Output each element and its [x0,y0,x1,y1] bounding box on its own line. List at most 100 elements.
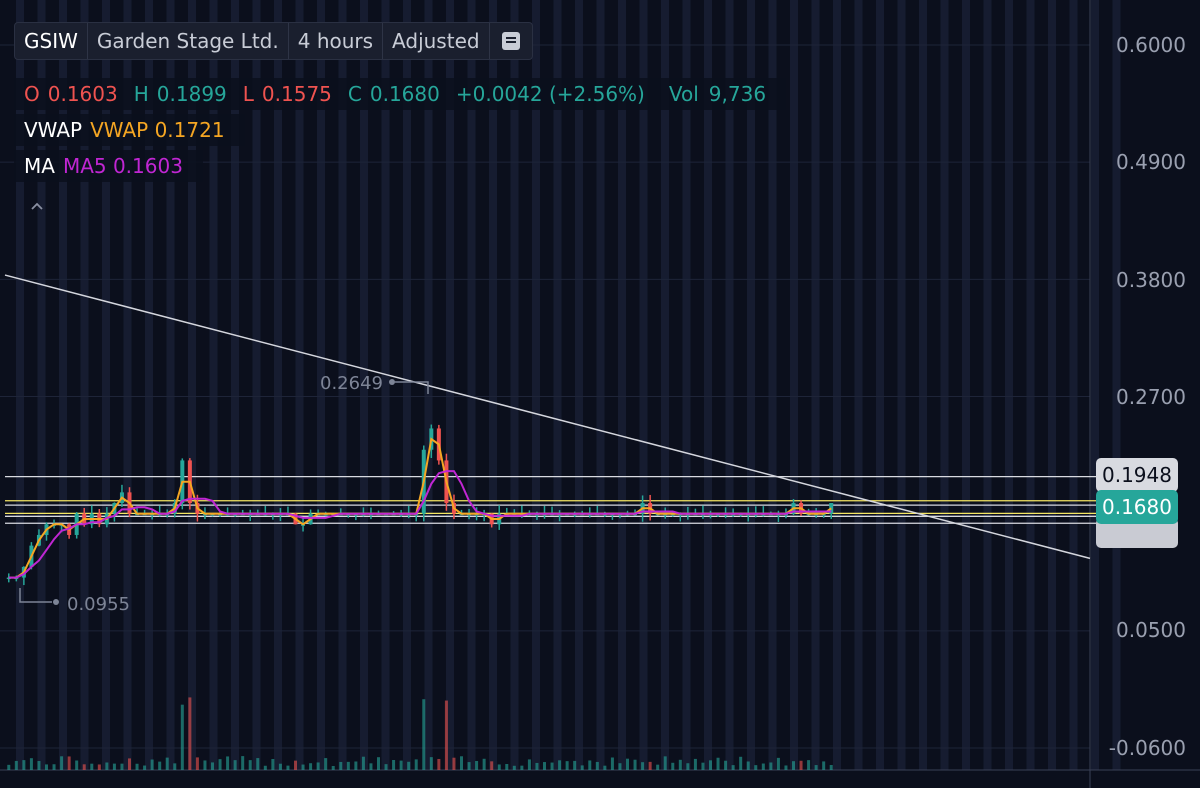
volume-value: 9,736 [708,82,767,106]
volume-bar [580,765,584,770]
trendline[interactable] [4,274,1091,560]
adjustment-selector[interactable]: Adjusted [383,23,490,59]
volume-bar [7,764,11,770]
volume-bar [301,764,305,770]
volume-bar [45,764,48,770]
volume-bar [527,759,531,770]
volume-bar [22,760,26,770]
volume-bar [407,761,411,770]
low-label: L [242,82,254,106]
volume-bar [822,761,826,770]
ma-name: MA [24,154,55,178]
low-marker-label: 0.0955 [67,594,130,615]
volume-bar [686,763,690,770]
symbol-ticker[interactable]: GSIW [15,23,88,59]
volume-bar [543,762,546,770]
volume-bar [188,697,192,770]
volume-bar [693,758,697,770]
volume-bar [377,757,380,770]
interval-selector[interactable]: 4 hours [289,23,384,59]
ma-legend[interactable]: MA MA5 0.1603 [14,150,203,182]
vwap-name: VWAP [24,118,83,142]
volume-bar [143,765,147,770]
volume-bar [195,757,199,770]
volume-bar [739,756,743,770]
volume-bar [294,760,297,770]
volume-bar [716,757,720,770]
volume-bars [7,697,833,770]
volume-bar [535,762,539,770]
vwap-value: VWAP 0.1721 [90,118,225,142]
volume-bar [520,765,524,770]
volume-bar [354,761,358,770]
volume-bar [128,758,131,770]
low-value: 0.1575 [261,82,332,106]
volume-bar [82,764,86,770]
last-price-tag[interactable]: 0.1680 [1096,490,1178,524]
ma-value: MA5 0.1603 [62,154,183,178]
y-tick-label: 0.4900 [1116,150,1186,174]
volume-bar [211,762,214,770]
level-price-tag[interactable]: 0.1948 [1096,458,1178,492]
volume-bar [429,757,433,770]
volume-bar [248,760,252,770]
volume-bar [52,764,56,770]
volume-bar [467,762,471,770]
volume-bar [271,759,275,770]
volume-bar [105,762,109,770]
volume-bar [709,760,712,770]
volume-bar [754,765,758,770]
volume-bar [792,761,795,770]
volume-bar [278,763,282,770]
volume-bar [392,759,396,770]
volume-bar [618,763,622,770]
volume-bar [309,763,313,770]
volume-bar [550,762,554,770]
open-label: O [24,82,40,106]
volume-bar [90,763,94,770]
volume-bar [218,759,222,770]
volume-bar [807,760,811,770]
volume-bar [97,764,101,770]
volume-bar [626,758,629,770]
volume-bar [384,764,388,770]
high-marker: 0.2649 [320,373,429,394]
volume-bar [490,761,494,770]
vwap-legend[interactable]: VWAP VWAP 0.1721 [14,114,245,146]
y-tick-label: 0.3800 [1116,268,1186,292]
volume-bar [180,704,184,770]
volume-bar [339,761,343,770]
volume-bar [158,761,162,770]
volume-bar [784,765,788,770]
volume-bar [173,763,177,770]
volume-bar [573,760,577,770]
volume-bar [60,756,64,770]
volume-bar [444,700,448,770]
change-value: +0.0042 (+2.56%) [455,82,645,106]
volume-bar [286,765,290,770]
high-label: H [133,82,149,106]
volume-bar [414,759,418,770]
volume-bar [475,760,479,770]
list-icon[interactable] [490,23,532,59]
volume-bar [361,756,365,770]
company-name[interactable]: Garden Stage Ltd. [88,23,289,59]
volume-bar [120,763,124,770]
chevron-up-icon[interactable] [30,196,44,215]
volume-bar [724,760,728,770]
volume-bar [641,762,645,770]
volume-bar [331,765,335,770]
volume-bar [316,762,320,770]
symbol-toolbar: GSIW Garden Stage Ltd. 4 hours Adjusted [14,22,533,60]
volume-bar [678,759,682,770]
volume-bar [346,761,350,770]
volume-bar [769,762,773,770]
volume-bar [437,758,441,770]
volume-bar [460,756,463,770]
volume-bar [565,761,569,770]
y-tick-label: 0.2700 [1116,385,1186,409]
volume-bar [226,756,230,770]
volume-bar [150,759,154,770]
close-label: C [347,82,362,106]
close-value: 0.1680 [369,82,440,106]
